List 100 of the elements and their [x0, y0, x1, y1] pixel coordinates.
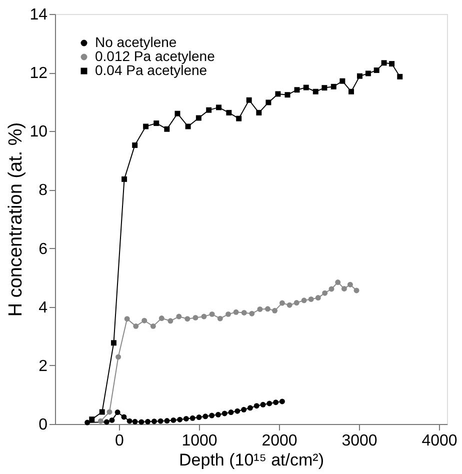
point — [330, 84, 336, 90]
point — [322, 85, 328, 91]
point — [183, 416, 189, 422]
point — [116, 354, 122, 360]
point — [158, 316, 164, 322]
point — [389, 61, 395, 67]
point — [177, 416, 183, 422]
y-tick-label: 8 — [38, 182, 48, 200]
point — [164, 418, 170, 424]
point — [132, 142, 138, 148]
point — [308, 296, 314, 302]
y-axis-title: H concentration (at. %) — [6, 122, 27, 317]
x-tick-label: 3000 — [342, 432, 378, 450]
point — [328, 286, 334, 292]
point — [126, 418, 132, 424]
point — [196, 414, 202, 420]
point — [133, 323, 139, 329]
point — [174, 110, 180, 116]
y-tick-label: 2 — [38, 358, 48, 375]
point — [260, 402, 266, 408]
point — [286, 302, 292, 308]
point — [233, 309, 239, 315]
point — [365, 70, 371, 76]
y-tick-label: 6 — [38, 240, 48, 258]
point — [190, 415, 196, 421]
point — [143, 124, 149, 130]
point — [84, 420, 90, 426]
point — [206, 107, 212, 113]
point — [122, 176, 128, 182]
y-tick-label: 10 — [30, 124, 48, 141]
point — [275, 91, 281, 97]
point — [303, 84, 309, 90]
point — [228, 410, 234, 416]
point — [341, 286, 347, 292]
y-tick-label: 12 — [30, 65, 48, 82]
point — [272, 308, 278, 314]
point — [236, 116, 242, 122]
point — [185, 124, 191, 130]
point — [264, 306, 270, 312]
point — [301, 298, 307, 304]
point — [266, 100, 272, 106]
x-tick-label: 4000 — [422, 432, 458, 450]
point — [150, 323, 156, 329]
point — [247, 405, 253, 411]
point — [354, 288, 360, 294]
point — [145, 418, 151, 424]
point — [246, 97, 252, 103]
point — [374, 67, 380, 73]
point — [184, 316, 190, 322]
point — [249, 310, 255, 316]
point — [312, 88, 318, 94]
point — [216, 104, 222, 110]
point — [106, 409, 112, 415]
y-tick-label: 4 — [38, 299, 48, 316]
point — [241, 406, 247, 412]
point — [294, 87, 300, 93]
point — [151, 418, 157, 424]
point — [381, 60, 387, 66]
point — [254, 403, 260, 409]
point — [226, 311, 232, 317]
point — [347, 282, 353, 288]
point — [217, 316, 223, 322]
point — [164, 126, 170, 132]
point — [322, 290, 328, 296]
point — [176, 314, 182, 320]
point — [99, 409, 105, 415]
point — [266, 400, 272, 406]
point — [273, 400, 279, 406]
point — [234, 408, 240, 414]
point — [98, 418, 104, 424]
point — [397, 74, 403, 80]
point — [158, 418, 164, 424]
point — [104, 419, 110, 425]
legend-label: No acetylene — [95, 34, 177, 50]
point — [340, 78, 346, 84]
point — [257, 306, 263, 312]
point — [209, 311, 215, 317]
point — [201, 314, 207, 320]
point — [110, 340, 116, 346]
point — [284, 92, 290, 98]
point — [279, 300, 285, 306]
point — [348, 88, 354, 94]
point — [154, 120, 160, 126]
point — [168, 318, 174, 324]
point — [170, 417, 176, 423]
point — [335, 280, 341, 285]
point — [142, 318, 148, 324]
x-axis-title: Depth (10¹⁵ at/cm²) — [179, 450, 324, 470]
point — [132, 418, 138, 424]
point — [294, 300, 300, 306]
x-tick-label: 1000 — [182, 432, 218, 450]
point — [121, 414, 127, 420]
point — [256, 110, 262, 116]
point — [226, 110, 232, 116]
point — [138, 419, 144, 425]
y-tick-label: 14 — [30, 6, 48, 24]
point — [222, 410, 228, 416]
point — [196, 115, 202, 121]
point — [202, 414, 208, 420]
x-tick-label: 0 — [115, 432, 124, 450]
